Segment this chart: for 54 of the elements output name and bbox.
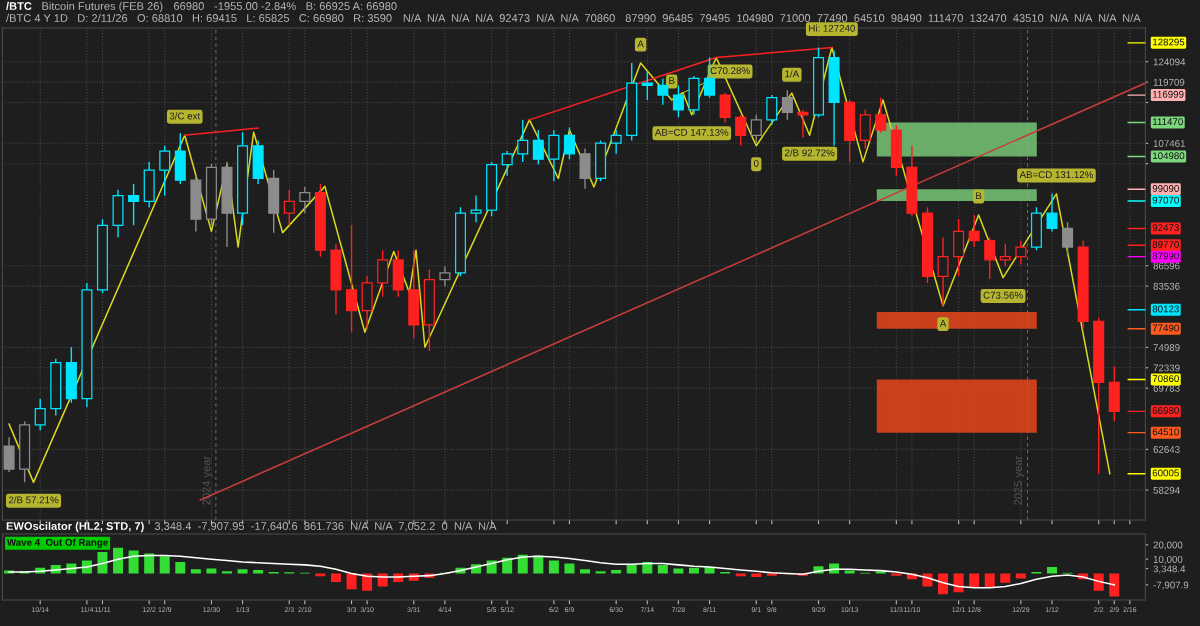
y-tick-label: 107461 bbox=[1153, 140, 1186, 147]
annotation: 2/B 57.21% bbox=[8, 496, 59, 504]
y-tick-label: 86596 bbox=[1153, 262, 1180, 270]
annotation: AB=CD 147.13% bbox=[654, 128, 729, 136]
ref-line-label: 66980 bbox=[1152, 407, 1179, 414]
text: 66980 bbox=[174, 2, 204, 10]
annotation: C73.56% bbox=[983, 291, 1023, 299]
annotation: A bbox=[637, 40, 644, 48]
text: B: 66925 A: 66980 bbox=[306, 2, 397, 10]
annotation: C70.28% bbox=[710, 67, 750, 75]
y-tick-label: 58294 bbox=[1153, 486, 1180, 494]
annotation: 1/A bbox=[785, 70, 800, 78]
annotation: B bbox=[669, 77, 675, 85]
text: 3,348.4 -7,907.95 -17,640.6 861.736 N/A N/A 7,052.2 0 N/A N/A bbox=[154, 521, 497, 532]
ref-line-label: 97070 bbox=[1152, 196, 1179, 204]
annotation: 2/B 92.72% bbox=[784, 149, 835, 157]
y-tick-label: 83536 bbox=[1153, 282, 1180, 290]
annotation: B bbox=[976, 192, 982, 200]
ref-line-label: 92473 bbox=[1152, 224, 1179, 232]
annotation: 3/C ext bbox=[169, 112, 201, 120]
text: -1955.00 -2.84% bbox=[214, 2, 296, 10]
text: /BTC 4 Y 1D D: 2/11/26 O: 68810 H: 69415 L: 65825 C: 66980 R: 3590 bbox=[6, 13, 392, 22]
ref-line-label: 60005 bbox=[1152, 469, 1179, 477]
y-tick-label: 69783 bbox=[1153, 384, 1180, 392]
y-tick-label: 74989 bbox=[1153, 344, 1180, 351]
text: 87990 96485 79495 104980 71000 77490 64510 98490 111470 132470 43510 N/A N/A N/A N/A bbox=[625, 13, 1141, 22]
ref-line-label: 70860 bbox=[1152, 375, 1179, 383]
ref-line-label: 64510 bbox=[1152, 428, 1179, 436]
chart-title: EWOscilator (HL2, STD, 7) bbox=[6, 521, 144, 533]
y-tick-label: 10,000 bbox=[1153, 555, 1183, 564]
y-tick-label: -7,907.9 bbox=[1153, 581, 1189, 590]
annotation: Hi: 127240 bbox=[809, 24, 855, 32]
annotation: AB=CD 131.12% bbox=[1019, 171, 1093, 179]
y-tick-label: 119709 bbox=[1153, 78, 1185, 86]
y-tick-label: 62643 bbox=[1153, 446, 1180, 453]
y-tick-label: 124094 bbox=[1153, 58, 1186, 66]
ref-line-label: 111470 bbox=[1153, 118, 1183, 126]
ref-line-label: 77490 bbox=[1152, 324, 1179, 332]
text: N/A N/A N/A N/A 92473 N/A N/A 70860 bbox=[403, 13, 615, 22]
ref-line-label: 104980 bbox=[1153, 152, 1185, 160]
annotation: A bbox=[939, 319, 947, 327]
ref-line-label: 116999 bbox=[1153, 90, 1184, 98]
ref-line-label: 99090 bbox=[1152, 185, 1179, 192]
ref-line-label: 87990 bbox=[1152, 252, 1179, 260]
y-tick-label: 72339 bbox=[1153, 364, 1180, 372]
annotation: 0 bbox=[753, 159, 759, 167]
ref-line-label: 80123 bbox=[1152, 305, 1179, 313]
ref-line-label: 89770 bbox=[1152, 241, 1179, 248]
y-tick-label: 20,000 bbox=[1153, 541, 1183, 550]
y-tick-label: 3,348.4 bbox=[1153, 565, 1186, 574]
chart-subtitle: Bitcoin Futures (FEB 26) bbox=[42, 1, 163, 13]
annotation: Wave 4 Out Of Range bbox=[6, 538, 108, 548]
chart-title: /BTC bbox=[6, 1, 32, 11]
ref-line-label: 128295 bbox=[1153, 38, 1185, 46]
